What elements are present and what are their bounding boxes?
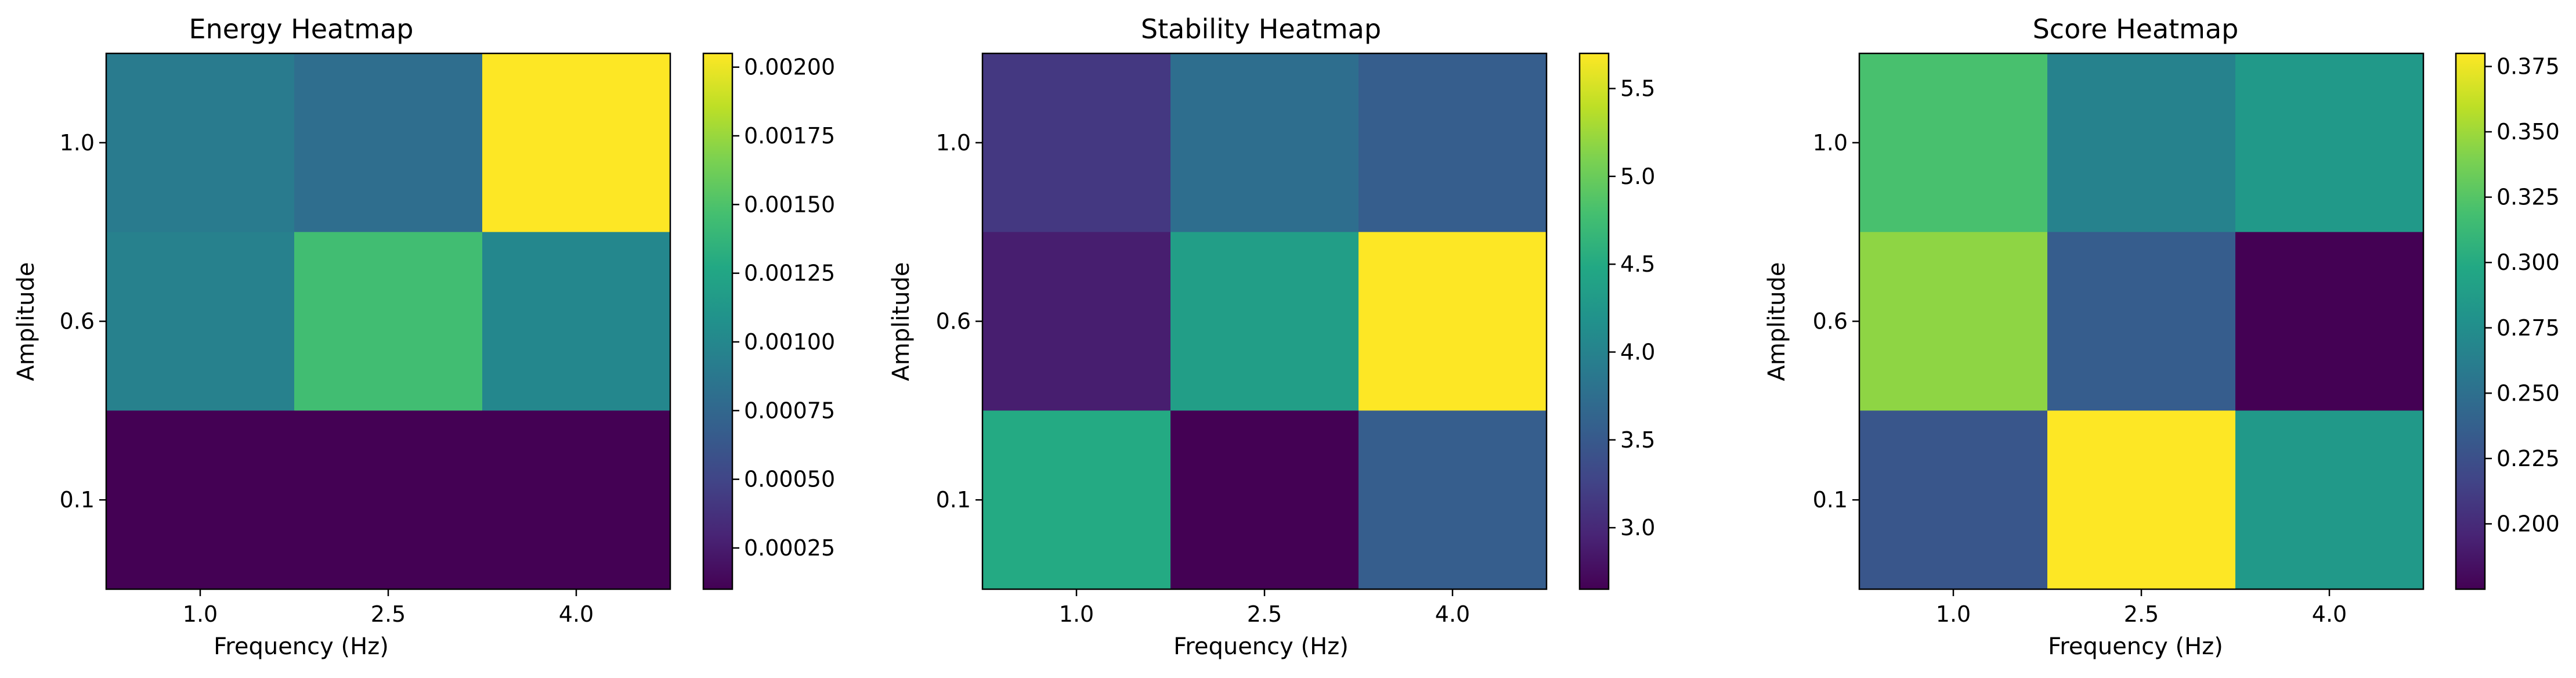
y-tick-label: 0.1 — [936, 487, 971, 513]
x-tick-label: 4.0 — [559, 601, 594, 627]
colorbar-tick-label: 4.0 — [1620, 339, 1655, 365]
heatmap-cell — [482, 232, 671, 411]
chart-title: Energy Heatmap — [189, 13, 414, 45]
colorbar-tick-label: 0.275 — [2496, 315, 2560, 341]
x-axis-label: Frequency (Hz) — [214, 633, 389, 660]
colorbar-tick-label: 0.350 — [2496, 119, 2560, 145]
colorbar-tick-label: 0.225 — [2496, 446, 2560, 471]
colorbar-tick-label: 5.0 — [1620, 164, 1655, 189]
colorbar-tick-label: 0.325 — [2496, 185, 2560, 210]
colorbar-tick-label: 5.5 — [1620, 76, 1655, 102]
colorbar-tick-label: 0.00125 — [744, 261, 835, 286]
colorbar-tick-label: 0.00100 — [744, 329, 835, 355]
heatmap-cell — [1859, 410, 2048, 590]
colorbar-tick-label: 0.00075 — [744, 398, 835, 423]
y-axis-label: Amplitude — [13, 262, 39, 381]
chart-title: Stability Heatmap — [1141, 13, 1381, 45]
stability-heatmap-panel: Stability Heatmap 1.0 2.5 4.0 1.0 0.6 0.1 Fr… — [888, 13, 1655, 660]
heatmap-cell — [294, 53, 483, 233]
heatmap-cell — [106, 232, 295, 411]
y-tick-label: 0.1 — [60, 487, 95, 513]
colorbar-tick-label: 0.300 — [2496, 250, 2560, 275]
colorbar-tick-label: 0.200 — [2496, 511, 2560, 536]
heatmap-cell — [106, 53, 295, 233]
heatmap-cell — [2235, 232, 2424, 411]
y-tick-label: 0.6 — [936, 309, 971, 334]
heatmap-cell — [982, 53, 1171, 233]
colorbar — [2455, 52, 2486, 590]
heatmap-cell — [1359, 232, 1547, 411]
y-tick-label: 0.6 — [60, 309, 95, 334]
heatmap-cell — [1359, 53, 1547, 233]
colorbar-tick-label: 3.5 — [1620, 427, 1655, 453]
y-tick-label: 1.0 — [60, 130, 95, 156]
x-axis-label: Frequency (Hz) — [1173, 633, 1349, 660]
colorbar-tick-label: 0.250 — [2496, 380, 2560, 406]
heatmap-cell — [106, 410, 295, 590]
y-tick-label: 0.1 — [1813, 487, 1848, 513]
heatmap-cell — [982, 232, 1171, 411]
heatmap-cell — [2047, 53, 2236, 233]
colorbar-tick-label: 0.00175 — [744, 123, 835, 149]
heatmap-cell — [1359, 410, 1547, 590]
colorbar — [702, 52, 734, 590]
colorbar-tick-label: 0.00025 — [744, 535, 835, 561]
heatmap-cell — [2047, 232, 2236, 411]
colorbar — [1578, 52, 1610, 590]
heatmap-cell — [2235, 53, 2424, 233]
heatmap-cell — [1859, 53, 2048, 233]
heatmap-cell — [2235, 410, 2424, 590]
colorbar-tick-label: 0.00050 — [744, 467, 835, 492]
heatmap-cell — [982, 410, 1171, 590]
x-tick-label: 1.0 — [1936, 601, 1971, 627]
x-tick-label: 4.0 — [2312, 601, 2347, 627]
x-tick-label: 2.5 — [371, 601, 406, 627]
x-tick-label: 1.0 — [1059, 601, 1094, 627]
y-tick-label: 1.0 — [936, 130, 971, 156]
colorbar-tick-label: 0.00200 — [744, 55, 835, 80]
y-axis-label: Amplitude — [1764, 262, 1790, 381]
colorbar-tick-label: 0.00150 — [744, 192, 835, 217]
heatmap-cell — [482, 410, 671, 590]
heatmap-cell — [1170, 53, 1359, 233]
x-tick-label: 1.0 — [183, 601, 218, 627]
energy-heatmap-panel: Energy Heatmap 1.0 2.5 4.0 1.0 0.6 0.1 Frequ… — [13, 13, 835, 660]
heatmap-cell — [482, 53, 671, 233]
heatmap-cell — [2047, 410, 2236, 590]
x-axis-label: Frequency (Hz) — [2048, 633, 2223, 660]
x-tick-label: 2.5 — [2124, 601, 2159, 627]
y-tick-label: 1.0 — [1813, 130, 1848, 156]
y-axis-label: Amplitude — [888, 262, 915, 381]
colorbar-tick-label: 3.0 — [1620, 515, 1655, 540]
heatmap-cell — [1170, 410, 1359, 590]
heatmap-cell — [294, 232, 483, 411]
chart-title: Score Heatmap — [2033, 13, 2239, 45]
score-heatmap-panel: Score Heatmap 1.0 2.5 4.0 1.0 0.6 0.1 Freque… — [1764, 13, 2560, 660]
heatmap-cell — [1170, 232, 1359, 411]
x-tick-label: 4.0 — [1435, 601, 1470, 627]
colorbar-tick-label: 4.5 — [1620, 251, 1655, 277]
heatmap-cell — [1859, 232, 2048, 411]
colorbar-tick-label: 0.375 — [2496, 54, 2560, 80]
y-tick-label: 0.6 — [1813, 309, 1848, 334]
x-tick-label: 2.5 — [1247, 601, 1282, 627]
heatmap-cell — [294, 410, 483, 590]
